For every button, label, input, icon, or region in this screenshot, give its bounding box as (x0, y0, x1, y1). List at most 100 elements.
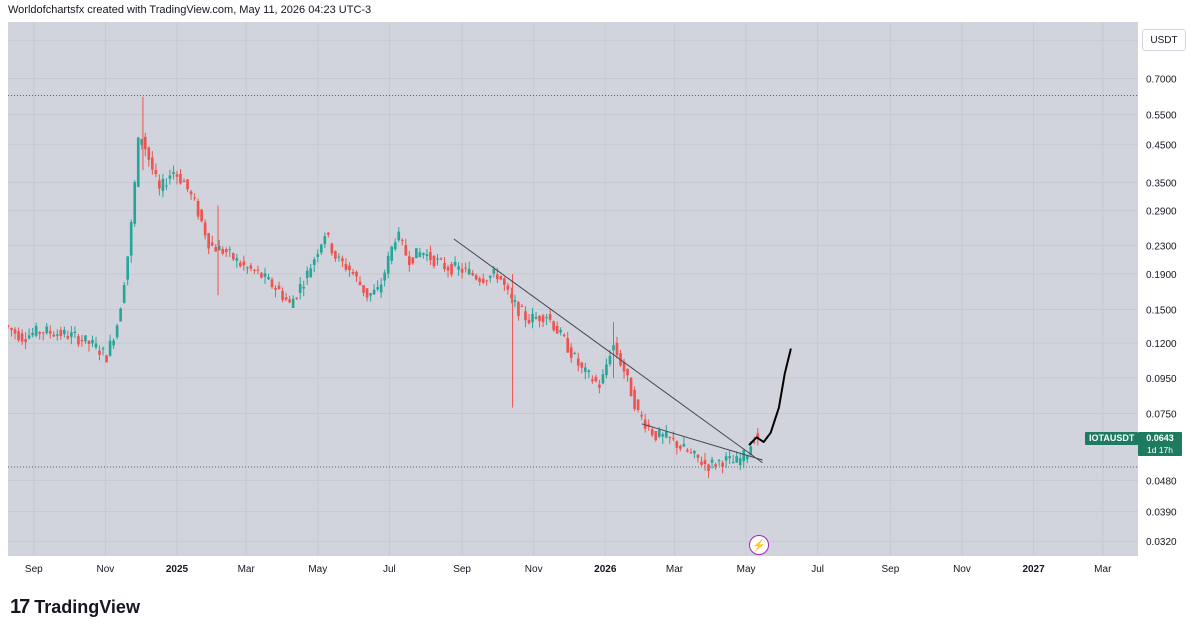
candle-body (710, 459, 714, 463)
candle-body (221, 248, 225, 254)
candle-body (133, 182, 137, 224)
candle-body (351, 271, 355, 274)
y-tick-label: 0.7000 (1146, 74, 1177, 85)
candle-body (186, 179, 189, 190)
candle-body (298, 283, 302, 293)
candle-body (200, 209, 203, 222)
candle-body (622, 362, 626, 372)
y-tick-label: 0.0480 (1146, 476, 1177, 487)
price-axis[interactable]: 0.90000.70000.55000.45000.35000.29000.23… (1146, 37, 1177, 548)
candle-body (253, 269, 256, 271)
candle-body (474, 275, 478, 280)
candle-body (31, 332, 34, 336)
candle-body (682, 443, 686, 447)
candle-body (756, 433, 760, 439)
candle-body (400, 239, 404, 241)
candle-body (633, 389, 636, 410)
currency-unit-button[interactable]: USDT (1142, 29, 1186, 51)
candle-body (228, 249, 232, 251)
chart-caption: Worldofchartsfx created with TradingView… (8, 4, 372, 16)
chart-frame[interactable]: 0.90000.70000.55000.45000.35000.29000.23… (8, 22, 1192, 580)
candle-body (390, 246, 394, 261)
candle-body (383, 272, 386, 281)
candle-body (362, 285, 365, 293)
candle-body (143, 136, 147, 150)
candle-body (527, 319, 531, 324)
candle-body (13, 329, 17, 334)
candle-body (129, 222, 133, 256)
candle-body (721, 462, 724, 467)
candle-body (38, 332, 42, 334)
lightning-icon[interactable]: ⚡ (749, 535, 769, 555)
candle-body (217, 246, 221, 251)
candle-body (686, 449, 689, 452)
candle-body (404, 245, 408, 256)
candle-body (372, 289, 376, 295)
candle-body (41, 332, 45, 334)
candle-body (503, 278, 506, 285)
candle-body (453, 261, 457, 266)
y-tick-label: 0.0390 (1146, 508, 1177, 519)
time-axis[interactable]: Sep Nov 2025 Mar May Jul Sep Nov 2026 Mar May Jul Se… (25, 564, 1112, 575)
candle-body (341, 258, 344, 262)
x-tick-label: 2026 (594, 564, 617, 575)
candle-body (179, 173, 182, 184)
y-tick-label: 0.1200 (1146, 339, 1177, 350)
y-tick-label: 0.1900 (1146, 270, 1177, 281)
candle-body (203, 222, 207, 236)
x-tick-label: 2025 (166, 564, 189, 575)
candle-body (499, 276, 503, 280)
candle-body (724, 456, 728, 461)
candle-body (365, 288, 369, 298)
candle-body (464, 267, 467, 269)
trendlines (453, 238, 792, 464)
candle-body (87, 340, 91, 344)
candle-body (214, 246, 218, 252)
candle-body (460, 268, 464, 273)
candle-body (636, 399, 640, 411)
trendline (453, 238, 763, 464)
candle-body (260, 272, 263, 278)
candle-body (407, 256, 411, 266)
candlestick-chart[interactable]: 0.90000.70000.55000.45000.35000.29000.23… (8, 22, 1192, 580)
candle-body (77, 336, 80, 345)
candle-body (305, 270, 309, 278)
candle-body (224, 249, 228, 253)
candle-body (569, 347, 573, 358)
candle-body (422, 253, 425, 255)
candle-body (742, 450, 746, 462)
candle-body (478, 278, 482, 283)
candle-body (151, 157, 154, 170)
candle-body (369, 293, 372, 296)
x-tick-label: May (308, 564, 327, 575)
candle-body (615, 342, 619, 356)
candle-body (668, 436, 672, 438)
candle-body (495, 274, 499, 280)
candle-body (154, 169, 158, 175)
symbol-label: IOTAUSDT (1085, 432, 1139, 445)
candle-body (650, 429, 654, 436)
candle-body (425, 254, 429, 257)
candle-body (506, 285, 510, 290)
candle-body (457, 266, 460, 270)
y-tick-label: 0.2300 (1146, 241, 1177, 252)
candle-body (165, 185, 168, 187)
last-price: 0.0643 (1146, 433, 1174, 443)
x-tick-label: Nov (953, 564, 971, 575)
candle-body (534, 317, 538, 319)
candle-body (281, 290, 284, 300)
candle-body (386, 255, 390, 274)
candle-body (126, 256, 130, 280)
candle-body (168, 175, 172, 179)
candle-body (467, 268, 471, 275)
candle-body (122, 285, 126, 303)
candle-body (411, 257, 415, 264)
candle-body (295, 297, 298, 299)
candle-body (235, 258, 239, 261)
candle-body (45, 326, 49, 334)
candle-body (242, 261, 246, 266)
candle-body (700, 461, 703, 465)
candle-body (119, 308, 122, 322)
candle-body (172, 172, 175, 174)
candle-body (555, 325, 559, 334)
